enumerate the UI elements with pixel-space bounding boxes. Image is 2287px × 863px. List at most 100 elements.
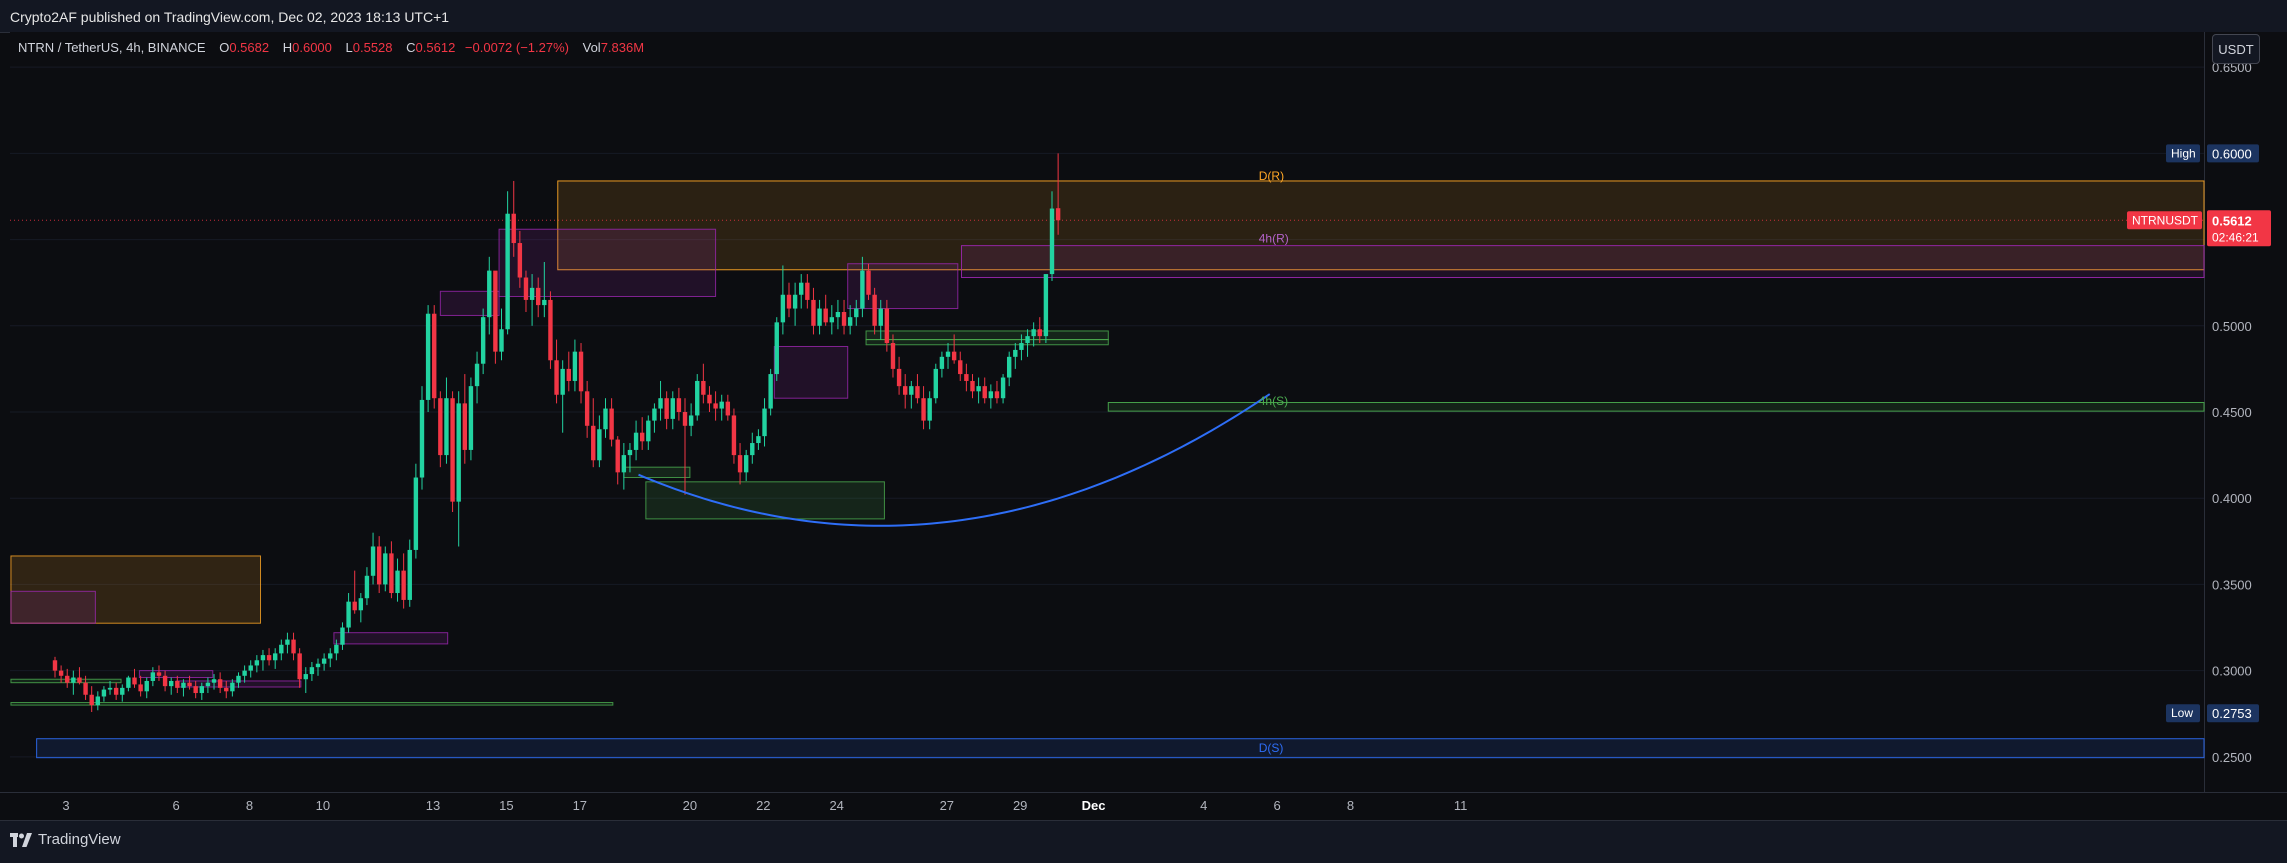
historical-zone	[865, 330, 1109, 341]
candle-body	[401, 570, 406, 600]
candle-body	[126, 677, 131, 688]
candle-body	[211, 679, 217, 683]
candle-body	[915, 386, 920, 399]
candle-body	[58, 670, 64, 676]
candle-body	[285, 639, 290, 645]
candle-body	[187, 682, 192, 687]
historical-zone	[10, 702, 614, 706]
price-tick-label: 0.3500	[2212, 577, 2252, 592]
time-tick-label: 15	[499, 798, 513, 813]
candle-body	[542, 299, 547, 306]
zone-label-4h-support: 4h(S)	[1259, 394, 1288, 408]
candle-body	[1013, 349, 1018, 357]
candle-body	[584, 391, 590, 426]
candle-body	[138, 684, 143, 692]
low-tag-label: Low	[2171, 706, 2193, 720]
candle-body	[352, 601, 357, 611]
candle-body	[676, 398, 682, 412]
candle-body	[945, 351, 951, 357]
candle-body	[823, 308, 828, 323]
candle-body	[309, 667, 315, 675]
candle-body	[169, 680, 174, 687]
candle-body	[248, 665, 253, 671]
time-tick-label: 17	[573, 798, 587, 813]
candle-body	[364, 575, 370, 599]
high-tag	[2166, 144, 2200, 163]
symbol-name[interactable]: NTRN / TetherUS, 4h, BINANCE	[18, 40, 206, 55]
historical-zone	[645, 481, 885, 520]
candle-body	[230, 682, 235, 692]
candle-body	[65, 675, 70, 683]
candle-body	[487, 270, 492, 318]
time-tick-label: 22	[756, 798, 770, 813]
candle-body	[456, 403, 461, 502]
candle-body	[1025, 336, 1030, 344]
candle-body	[994, 391, 1000, 399]
candle-body	[939, 356, 945, 369]
candle-body	[982, 386, 987, 399]
candle-body	[1037, 329, 1042, 337]
candle-body	[474, 363, 480, 387]
time-tick-label: 20	[683, 798, 697, 813]
candle-body	[1000, 377, 1006, 399]
candle-body	[774, 322, 779, 375]
price-tick-label: 0.2500	[2212, 750, 2252, 765]
candle-body	[621, 455, 627, 473]
historical-zone	[10, 555, 262, 624]
candle-body	[493, 270, 498, 352]
candle-body	[1055, 208, 1061, 221]
low-label: L	[345, 40, 353, 55]
time-axis[interactable]	[0, 792, 2287, 821]
price-tick-label: 0.4000	[2212, 491, 2252, 506]
time-tick-label: 29	[1013, 798, 1027, 813]
candle-body	[120, 687, 125, 695]
candle-body	[279, 644, 284, 654]
candle-body	[805, 282, 810, 300]
currency-button[interactable]: USDT	[2212, 34, 2260, 64]
candle-body	[988, 391, 994, 399]
candle-body	[150, 672, 156, 681]
last-price-value: 0.5612	[2212, 213, 2252, 228]
candle-body	[976, 386, 981, 392]
candle-body	[903, 386, 908, 395]
candle-body	[817, 308, 822, 326]
candle-body	[254, 660, 260, 666]
candle-body	[933, 368, 938, 399]
candle-body	[523, 277, 529, 300]
candle-body	[890, 343, 896, 369]
candle-body	[132, 677, 137, 685]
candle-body	[633, 432, 639, 450]
candle-body	[407, 549, 412, 600]
candle-body	[468, 386, 474, 450]
candle-body	[462, 403, 468, 450]
zone-label-d-support: D(S)	[1259, 741, 1284, 755]
candle-body	[1019, 343, 1024, 350]
tradingview-logo[interactable]: TradingView	[10, 831, 121, 848]
footer: TradingView	[0, 820, 2287, 863]
candle-body	[144, 680, 149, 692]
candle-body	[505, 213, 510, 330]
candle-body	[866, 270, 871, 295]
candle-body	[713, 403, 718, 409]
candle-body	[438, 398, 443, 456]
candle-body	[444, 398, 449, 456]
candle-body	[707, 394, 712, 404]
time-tick-label: 24	[829, 798, 843, 813]
candle-body	[799, 282, 804, 295]
symbol-tag-label: NTRNUSDT	[2132, 213, 2199, 227]
historical-zone	[847, 263, 959, 310]
historical-zone	[138, 670, 214, 679]
candle-body	[841, 312, 847, 326]
price-tick-label: 0.5000	[2212, 319, 2252, 334]
candle-body	[395, 570, 400, 594]
candle-body	[321, 658, 327, 664]
candle-body	[236, 675, 241, 683]
volume-value: 7.836M	[600, 40, 645, 55]
open-value: 0.5682	[229, 40, 270, 55]
candle-body	[199, 686, 204, 694]
candle-body	[89, 694, 94, 706]
candle-body	[756, 436, 761, 444]
historical-zone	[333, 632, 449, 645]
historical-zone	[498, 228, 717, 297]
